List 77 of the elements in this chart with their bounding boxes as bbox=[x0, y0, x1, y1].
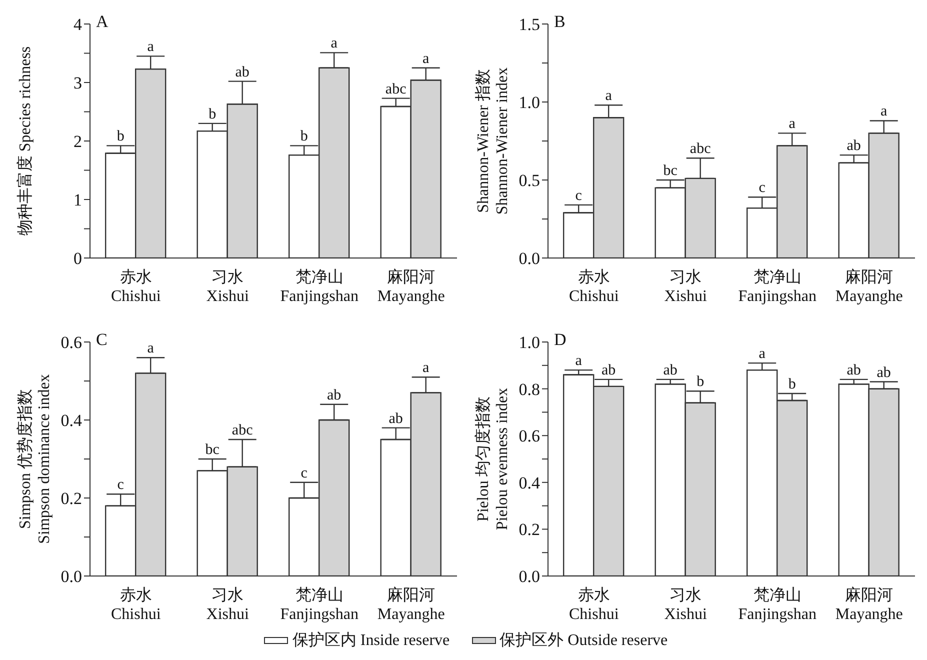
chart-title: A bbox=[96, 12, 108, 32]
y-tick-label: 4 bbox=[74, 15, 82, 34]
data-label: a bbox=[330, 36, 338, 52]
data-label: ab bbox=[663, 362, 678, 378]
x-tick-label: 麻阳河 Mayanghe bbox=[835, 268, 903, 305]
y-tick-label: 0.0 bbox=[518, 249, 540, 268]
data-label: ab bbox=[327, 387, 342, 404]
data-label: b bbox=[788, 376, 796, 392]
data-label: a bbox=[758, 346, 766, 362]
y-tick-label: 0.2 bbox=[60, 489, 82, 508]
x-tick-label: 赤水 Chishui bbox=[110, 268, 162, 305]
y-tick-label: 0.5 bbox=[518, 171, 540, 190]
data-label: ab bbox=[235, 64, 250, 80]
y-axis-title: Simpson 优势度指数 Simpson dominance index bbox=[16, 374, 53, 544]
y-tick-label: 0.8 bbox=[518, 380, 540, 399]
y-tick-label: 1.5 bbox=[518, 15, 540, 34]
y-tick-label: 0.4 bbox=[60, 411, 82, 430]
y-tick-label: 0.0 bbox=[518, 567, 540, 586]
data-label: b bbox=[300, 128, 308, 145]
data-label: a bbox=[575, 353, 582, 370]
chart-title: C bbox=[96, 330, 108, 350]
data-label: abc bbox=[385, 81, 407, 98]
x-tick-label: 麻阳河 Mayanghe bbox=[835, 586, 903, 623]
y-tick-label: 1 bbox=[74, 190, 82, 210]
x-tick-label: 梵净山 Fanjingshan bbox=[280, 586, 358, 623]
data-label: abc bbox=[232, 422, 254, 438]
x-tick-label: 麻阳河 Mayanghe bbox=[377, 268, 445, 305]
data-label: a bbox=[880, 104, 888, 120]
data-label: abc bbox=[690, 141, 712, 158]
data-label: ab bbox=[876, 364, 891, 381]
data-label: a bbox=[422, 50, 430, 67]
data-label: b bbox=[116, 128, 124, 145]
data-label: ab bbox=[388, 410, 403, 427]
y-tick-label: 1.0 bbox=[518, 333, 540, 352]
x-tick-label: 习水 Xishui bbox=[206, 268, 250, 305]
data-label: ab bbox=[846, 362, 861, 378]
data-label: a bbox=[788, 116, 796, 132]
legend-label: 保护区外 Outside reserve bbox=[498, 630, 668, 651]
x-tick-label: 习水 Xishui bbox=[664, 586, 708, 623]
data-label: c bbox=[575, 188, 582, 204]
x-tick-label: 赤水 Chishui bbox=[110, 586, 162, 623]
x-tick-label: 麻阳河 Mayanghe bbox=[377, 586, 445, 623]
y-tick-label: 0.2 bbox=[518, 520, 540, 540]
x-tick-label: 梵净山 Fanjingshan bbox=[738, 586, 816, 623]
x-tick-label: 梵净山 Fanjingshan bbox=[738, 268, 816, 305]
data-label: b bbox=[208, 106, 216, 122]
y-tick-label: 2 bbox=[74, 132, 82, 152]
data-label: a bbox=[147, 340, 154, 357]
x-tick-label: 赤水 Chishui bbox=[568, 586, 620, 623]
y-tick-label: 0.6 bbox=[60, 333, 82, 352]
x-tick-label: 习水 Xishui bbox=[206, 586, 250, 623]
x-tick-label: 习水 Xishui bbox=[664, 268, 708, 305]
y-axis-title: Shannon-Wiener 指数 Shannon-Wiener index bbox=[474, 67, 511, 215]
y-tick-label: 0.4 bbox=[518, 473, 540, 492]
y-tick-label: 3 bbox=[74, 74, 82, 93]
data-label: c bbox=[117, 477, 124, 494]
data-label: c bbox=[758, 180, 766, 196]
data-label: b bbox=[696, 374, 704, 390]
data-label: bc bbox=[663, 163, 678, 179]
y-axis-title: 物种丰富度 Species richness bbox=[16, 46, 34, 236]
data-label: a bbox=[605, 88, 612, 104]
y-axis-title: Pielou 均匀度指数 Pielou evenness index bbox=[474, 388, 511, 530]
y-tick-label: 0 bbox=[74, 249, 82, 268]
data-label: ab bbox=[846, 138, 861, 154]
x-tick-label: 梵净山 Fanjingshan bbox=[280, 268, 358, 305]
y-tick-label: 0.0 bbox=[60, 567, 82, 586]
legend-label: 保护区内 Inside reserve bbox=[291, 630, 450, 651]
chart-title: D bbox=[554, 330, 566, 350]
data-label: c bbox=[300, 465, 308, 482]
y-tick-label: 1.0 bbox=[518, 93, 540, 112]
data-label: a bbox=[422, 360, 430, 376]
y-tick-label: 0.6 bbox=[518, 426, 540, 446]
data-label: bc bbox=[205, 442, 220, 458]
chart-title: B bbox=[554, 12, 566, 32]
x-tick-label: 赤水 Chishui bbox=[568, 268, 620, 305]
data-label: ab bbox=[602, 362, 616, 378]
data-label: a bbox=[147, 39, 154, 56]
